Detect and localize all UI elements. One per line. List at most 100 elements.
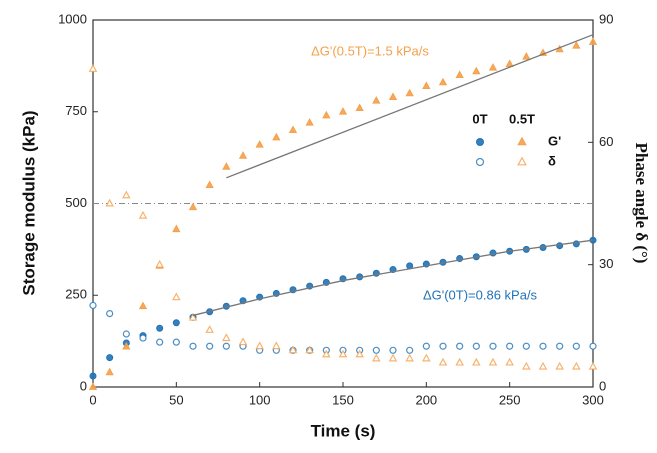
point	[105, 198, 114, 207]
point	[522, 342, 530, 350]
point	[556, 342, 564, 350]
point	[406, 346, 414, 354]
point	[238, 151, 248, 159]
point	[305, 345, 314, 354]
point	[138, 301, 148, 310]
point	[156, 338, 164, 346]
y2-tick-label: 90	[599, 11, 613, 26]
point	[106, 310, 114, 318]
point	[206, 342, 214, 350]
point	[538, 361, 548, 370]
point	[305, 118, 314, 126]
point	[238, 337, 248, 346]
point	[572, 361, 581, 370]
y2-axis-label: Phase angle δ (°)	[632, 143, 651, 264]
point	[472, 66, 481, 75]
point	[222, 342, 230, 350]
point	[255, 341, 264, 350]
point	[156, 324, 164, 332]
legend-label: δ	[548, 153, 556, 168]
point	[472, 342, 480, 350]
point	[222, 162, 231, 170]
point	[122, 330, 130, 338]
y-tick-label: 1000	[58, 11, 87, 26]
point	[255, 140, 264, 148]
point	[456, 342, 464, 350]
y-tick-label: 500	[65, 195, 87, 210]
point	[488, 357, 498, 366]
point	[388, 92, 398, 100]
x-tick-label: 50	[169, 392, 183, 407]
point	[139, 334, 147, 342]
annotation: ΔG'(0.5T)=1.5 kPa/s	[311, 43, 429, 58]
point	[506, 342, 514, 350]
point	[88, 382, 98, 390]
fit-line	[226, 34, 594, 179]
point	[105, 367, 114, 376]
fit-line	[192, 239, 594, 317]
x-tick-label: 100	[249, 392, 271, 407]
point	[556, 242, 564, 250]
point	[372, 353, 381, 362]
point	[422, 342, 430, 350]
point	[338, 349, 348, 358]
point	[122, 190, 131, 199]
point	[355, 349, 364, 358]
x-tick-label: 300	[582, 392, 604, 407]
point	[588, 37, 598, 45]
point	[589, 342, 597, 350]
x-axis-label: Time (s)	[311, 421, 376, 440]
x-tick-label: 150	[332, 392, 354, 407]
point	[405, 88, 414, 97]
annotation: ΔG'(0T)=0.86 kPa/s	[423, 287, 538, 302]
point	[205, 180, 214, 189]
point	[555, 361, 564, 370]
legend-marker	[517, 136, 527, 146]
point	[322, 349, 331, 358]
point	[172, 224, 181, 233]
legend-marker	[475, 157, 485, 167]
point	[89, 372, 97, 380]
point	[438, 357, 448, 366]
x-tick-label: 250	[499, 392, 521, 407]
point	[405, 353, 414, 362]
legend-label: G'	[548, 133, 561, 148]
point	[322, 110, 331, 119]
point	[572, 342, 580, 350]
point	[488, 63, 498, 71]
point	[455, 70, 464, 78]
point	[372, 96, 381, 104]
y-tick-label: 0	[80, 378, 87, 393]
point	[89, 301, 97, 310]
point	[588, 361, 598, 370]
point	[288, 345, 298, 354]
point	[572, 41, 581, 49]
point	[522, 52, 531, 60]
y-tick-label: 250	[65, 287, 87, 302]
point	[489, 342, 497, 350]
point	[422, 81, 431, 89]
point	[539, 342, 547, 350]
point	[172, 319, 180, 327]
y2-tick-label: 30	[599, 256, 613, 271]
point	[505, 59, 514, 67]
point	[189, 342, 197, 350]
legend-header: 0T	[472, 111, 487, 126]
point	[155, 259, 164, 268]
point	[122, 341, 131, 350]
point	[106, 354, 114, 362]
point	[388, 353, 398, 362]
y-axis-label: Storage modulus (kPa)	[19, 110, 38, 295]
x-tick-label: 200	[415, 392, 437, 407]
point	[505, 357, 514, 366]
legend-marker	[476, 138, 484, 146]
point	[188, 312, 198, 321]
point	[172, 292, 181, 301]
legend-marker	[517, 156, 527, 166]
point	[355, 103, 364, 111]
point	[138, 210, 148, 219]
point	[455, 357, 464, 366]
y2-tick-label: 0	[599, 378, 606, 393]
point	[522, 361, 531, 370]
y-tick-label: 750	[65, 103, 87, 118]
